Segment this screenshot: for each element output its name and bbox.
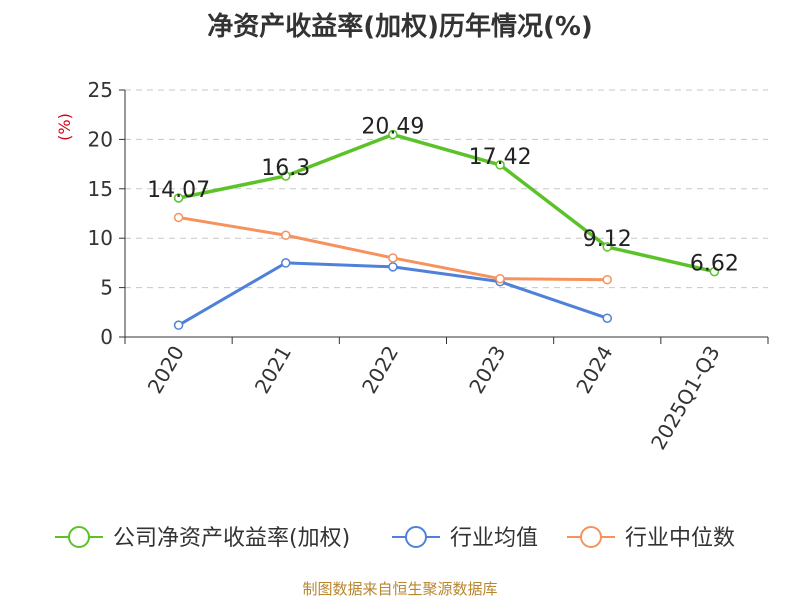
data-label: 20.49 xyxy=(361,115,424,140)
series-line xyxy=(177,261,608,327)
data-point xyxy=(602,274,612,285)
data-point xyxy=(388,129,398,140)
data-point xyxy=(388,253,398,263)
legend-marker xyxy=(68,526,90,548)
y-tick-label: 10 xyxy=(88,226,113,250)
y-tick-label: 5 xyxy=(100,276,113,300)
legend-item: 行业均值 xyxy=(392,526,538,551)
y-tick-label: 0 xyxy=(100,325,113,349)
legend-label: 行业均值 xyxy=(450,526,538,551)
x-tick-label: 2024 xyxy=(571,342,617,398)
y-tick-label: 15 xyxy=(88,177,113,201)
data-point xyxy=(281,230,291,240)
x-tick-label: 2025Q1-Q3 xyxy=(646,342,725,454)
data-point xyxy=(709,266,720,277)
x-tick-label: 2022 xyxy=(357,342,403,398)
x-tick-label: 2023 xyxy=(464,342,510,398)
x-tick-label: 2021 xyxy=(250,342,296,398)
legend-label: 行业中位数 xyxy=(625,526,735,551)
data-point xyxy=(495,160,505,170)
data-point xyxy=(173,320,184,330)
data-label: 17.42 xyxy=(469,145,532,170)
data-label: 9.12 xyxy=(583,227,632,252)
data-point xyxy=(602,242,612,252)
chart-title: 净资产收益率(加权)历年情况(%) xyxy=(207,12,593,42)
data-point xyxy=(495,273,505,284)
x-tick-label: 2020 xyxy=(143,342,189,398)
y-tick-label: 20 xyxy=(88,127,113,151)
legend-marker xyxy=(580,526,602,548)
y-axis-label: (%) xyxy=(55,113,74,141)
data-label: 6.62 xyxy=(690,252,739,277)
data-label: 16.3 xyxy=(261,156,310,181)
legend-marker xyxy=(405,526,427,548)
data-source-note: 制图数据来自恒生聚源数据库 xyxy=(302,580,498,598)
legend-item: 公司净资产收益率(加权) xyxy=(55,526,350,551)
data-point xyxy=(281,258,291,268)
data-point xyxy=(173,193,184,203)
data-point xyxy=(388,262,398,272)
data-label: 14.07 xyxy=(147,178,210,203)
data-point xyxy=(281,171,291,181)
y-tick-label: 25 xyxy=(88,78,113,102)
data-point xyxy=(173,212,184,223)
series-line xyxy=(178,132,715,274)
data-point xyxy=(602,313,612,323)
legend-label: 公司净资产收益率(加权) xyxy=(113,526,350,551)
legend-item: 行业中位数 xyxy=(567,526,735,551)
